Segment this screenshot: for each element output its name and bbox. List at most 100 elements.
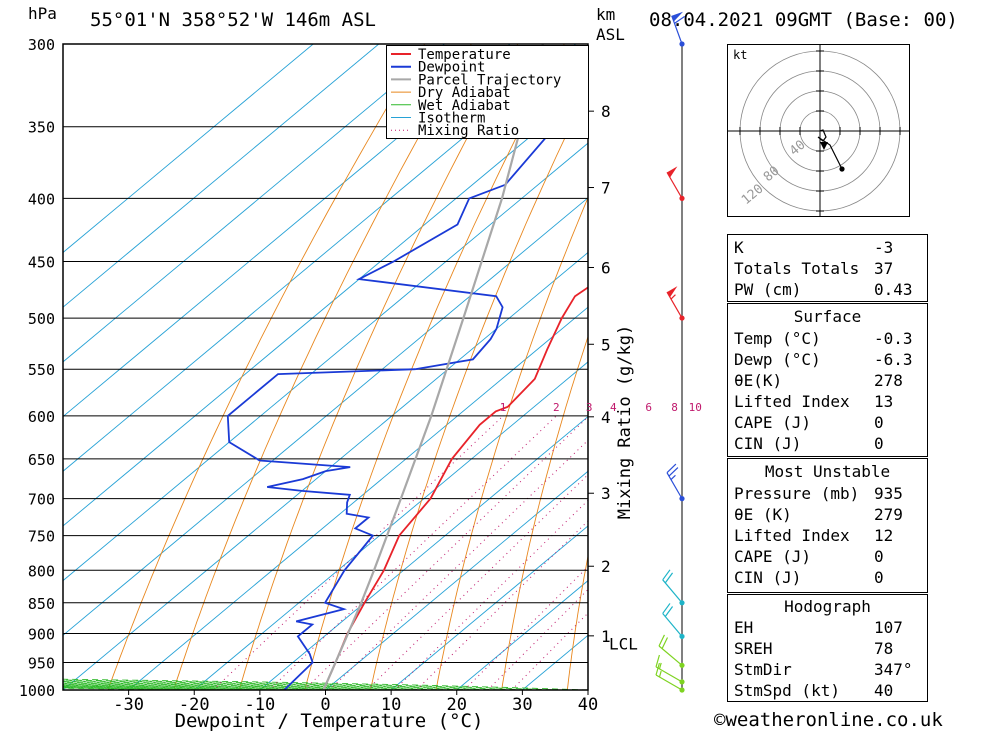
credit-link[interactable]: ©weatheronline.co.uk [714,709,943,731]
mixing-ratio-label: 10 [689,401,702,414]
wind-barb-half-feather [670,294,676,300]
surface-box: Surface Temp (°C) -0.3 Dewp (°C) -6.3 θE(K… [727,303,928,457]
wind-barb-staff [655,674,683,691]
wind-level-dot [679,195,685,201]
mixing-ratio-label: 3 [586,401,593,414]
plot-frame [62,43,589,691]
wind-barb-flag [671,11,684,22]
legend-label: Isotherm [418,111,485,127]
isotherm-line [63,44,314,254]
hodo-row: EH 107 [728,617,927,638]
index-row-pw: PW (cm) 0.43 [728,279,927,300]
wet-adiabat-line [63,681,484,690]
temperature-tick-label: 0 [320,695,330,715]
index-value: 279 [874,505,903,524]
wind-level-dot [679,687,685,693]
mu-row: Lifted Index 12 [728,525,927,546]
temperature-tick-label: -10 [245,695,276,715]
isotherm-line [63,44,511,418]
legend-label: Mixing Ratio [418,123,519,138]
surface-row: Lifted Index 13 [728,391,927,412]
wind-barb-half-feather [658,670,662,678]
wind-barb [658,634,685,668]
index-value: 40 [874,681,894,700]
dry-adiabat-line [955,44,1000,690]
pressure-tick-label: 850 [28,595,55,613]
wind-level-dot [679,315,685,321]
wind-barb [671,11,686,47]
mixing-ratio-label: 1 [500,401,507,414]
pressure-tick-label: 450 [28,254,55,272]
wind-barb [662,569,685,606]
wind-barb-feather [655,662,660,676]
wind-barb-feather [664,606,674,617]
index-label: θE (K) [734,505,792,524]
wind-level-dot [679,496,685,502]
isotherm-line [259,415,588,690]
legend-label: Dewpoint [418,60,485,76]
index-value: 278 [874,371,903,390]
wind-level-dot [679,633,685,640]
storm-motion-marker [820,142,828,150]
pressure-tick-label: 300 [28,36,55,54]
hodo-row: SREH 78 [728,638,927,659]
series-dewpoint [226,76,588,690]
wind-level-dot [679,662,685,668]
hodograph-trace [817,129,843,170]
wind-barb-feather [655,654,660,668]
isotherm-line [128,306,588,690]
height-tick-label: 7 [601,179,611,198]
wet-adiabat-line [63,682,457,690]
surface-row: CAPE (J) 0 [728,412,927,433]
mu-row: θE (K) 279 [728,504,927,525]
index-value: 0 [874,413,884,432]
mixing-ratio-line [268,415,557,690]
wind-barb-feather [662,603,671,614]
index-label: Lifted Index [734,526,850,545]
height-tick-label: 3 [601,484,611,503]
temperature-tick-label: 10 [381,695,401,715]
temperature-tick-label: -30 [113,695,144,715]
index-label: CIN (J) [734,434,802,453]
mixing-ratio-line [416,520,588,690]
wind-barb-staff [655,666,683,683]
hodograph-panel: kt 40 80 120 [727,44,910,217]
legend-label: Dry Adiabat [418,85,511,101]
index-label: PW (cm) [734,280,802,299]
index-label: K [734,238,744,257]
wind-barb-staff [671,15,683,45]
wind-barb-feather [666,463,677,474]
hodo-row: StmDir 347° [728,659,927,680]
index-label: StmSpd (kt) [734,681,840,700]
index-value: 0 [874,434,884,453]
temperature-tick-label: 20 [447,695,467,715]
hodo-row: StmSpd (kt) 40 [728,680,927,701]
mixing-ratio-line [366,473,588,690]
index-label: CIN (J) [734,568,802,587]
surface-row: θE(K) 278 [728,370,927,391]
index-label: SREH [734,639,773,658]
mixing-ratio-line [303,416,588,690]
index-label: Temp (°C) [734,329,821,348]
wind-barb-feather [662,569,671,581]
hodograph-title: Hodograph [784,597,871,616]
series-parcel-trajectory [322,44,544,690]
pressure-tick-label: 900 [28,625,55,643]
pressure-unit-label: hPa [28,4,57,23]
hodograph-ring-label: 40 [787,138,809,160]
index-value: -6.3 [874,350,913,369]
pressure-tick-label: 550 [28,361,55,379]
wind-barb-half-feather [658,662,662,670]
index-value: 0 [874,568,884,587]
wind-barb-feather [658,634,665,647]
index-value: 12 [874,526,894,545]
mu-row: CAPE (J) 0 [728,546,927,567]
mixing-ratio-label: 6 [645,401,652,414]
isotherm-line [63,142,588,582]
index-row-k: K -3 [728,237,927,258]
wind-barb [666,463,685,502]
isotherm-line [456,580,588,690]
hodograph-unit-label: kt [733,48,747,62]
dry-adiabat-line [370,88,588,690]
